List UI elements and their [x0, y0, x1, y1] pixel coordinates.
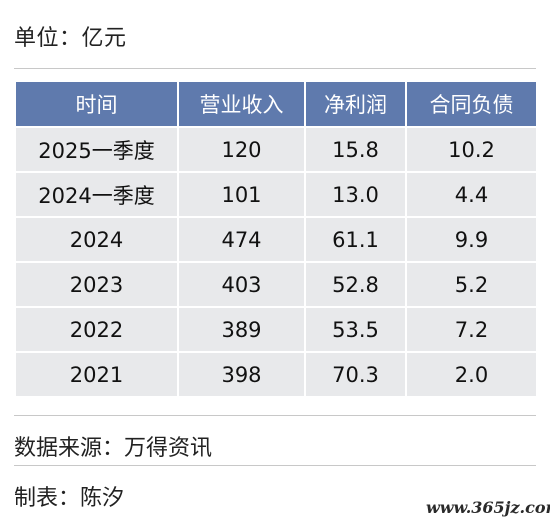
unit-label: 单位：亿元 [14, 26, 127, 51]
cell-net-profit: 15.8 [304, 126, 407, 173]
table-row: 2024 474 61.1 9.9 [14, 216, 538, 263]
table-row: 2025一季度 120 15.8 10.2 [14, 126, 538, 173]
cell-revenue: 389 [177, 306, 306, 353]
cell-net-profit: 53.5 [304, 306, 407, 353]
cell-net-profit: 61.1 [304, 216, 407, 263]
cell-contract-liabilities: 10.2 [405, 126, 538, 173]
cell-contract-liabilities: 7.2 [405, 306, 538, 353]
cell-period: 2024 [14, 216, 179, 263]
table-row: 2022 389 53.5 7.2 [14, 306, 538, 353]
cell-period: 2022 [14, 306, 179, 353]
watermark: www.365jz.com [426, 498, 550, 517]
cell-contract-liabilities: 5.2 [405, 261, 538, 308]
column-header-contract-liabilities: 合同负债 [405, 80, 538, 128]
cell-contract-liabilities: 9.9 [405, 216, 538, 263]
cell-period: 2025一季度 [14, 126, 179, 173]
source-divider [14, 415, 536, 416]
cell-revenue: 101 [177, 171, 306, 218]
cell-revenue: 398 [177, 351, 306, 398]
cell-period: 2021 [14, 351, 179, 398]
cell-contract-liabilities: 4.4 [405, 171, 538, 218]
column-header-net-profit: 净利润 [304, 80, 407, 128]
table-row: 2021 398 70.3 2.0 [14, 351, 538, 398]
data-table: 时间 营业收入 净利润 合同负债 2025一季度 120 15.8 10.2 2… [14, 80, 538, 398]
cell-period: 2023 [14, 261, 179, 308]
table-row: 2023 403 52.8 5.2 [14, 261, 538, 308]
cell-net-profit: 70.3 [304, 351, 407, 398]
cell-net-profit: 52.8 [304, 261, 407, 308]
table-row: 2024一季度 101 13.0 4.4 [14, 171, 538, 218]
cell-revenue: 403 [177, 261, 306, 308]
cell-contract-liabilities: 2.0 [405, 351, 538, 398]
cell-net-profit: 13.0 [304, 171, 407, 218]
top-divider [14, 68, 536, 69]
column-header-period: 时间 [14, 80, 179, 128]
table-header-row: 时间 营业收入 净利润 合同负债 [14, 80, 538, 128]
author-note: 制表：陈汐 [14, 486, 125, 511]
source-note: 数据来源：万得资讯 [14, 436, 213, 461]
column-header-revenue: 营业收入 [177, 80, 306, 128]
cell-revenue: 474 [177, 216, 306, 263]
author-divider [14, 465, 536, 466]
cell-period: 2024一季度 [14, 171, 179, 218]
cell-revenue: 120 [177, 126, 306, 173]
